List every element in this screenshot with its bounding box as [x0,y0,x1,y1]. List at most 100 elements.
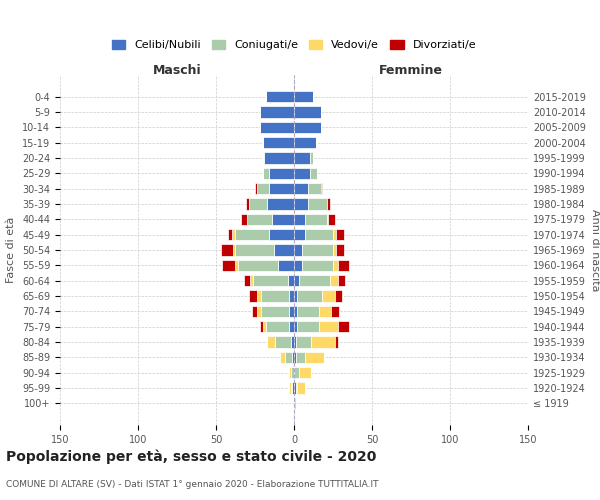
Bar [274,244,294,256]
Bar [269,229,294,240]
Bar [222,260,235,271]
Bar [330,275,338,286]
Bar [319,321,338,332]
Bar [249,198,268,209]
Bar [299,275,330,286]
Bar [327,198,330,209]
Bar [327,214,328,225]
Bar [294,152,310,164]
Bar [257,183,269,194]
Bar [294,229,305,240]
Bar [289,306,294,317]
Bar [319,306,331,317]
Text: COMUNE DI ALTARE (SV) - Dati ISTAT 1° gennaio 2020 - Elaborazione TUTTITALIA.IT: COMUNE DI ALTARE (SV) - Dati ISTAT 1° ge… [6,480,379,489]
Bar [260,122,294,133]
Bar [260,321,263,332]
Bar [294,275,299,286]
Bar [244,275,250,286]
Bar [336,229,344,240]
Bar [335,336,338,348]
Bar [296,336,311,348]
Bar [261,306,289,317]
Bar [338,260,349,271]
Bar [333,229,336,240]
Bar [308,198,327,209]
Bar [297,382,305,394]
Bar [245,198,249,209]
Text: Femmine: Femmine [379,64,443,76]
Bar [296,382,297,394]
Bar [266,321,289,332]
Bar [257,306,261,317]
Bar [265,152,294,164]
Text: Maschi: Maschi [152,64,202,76]
Bar [252,306,257,317]
Bar [263,321,266,332]
Bar [268,198,294,209]
Bar [294,321,297,332]
Bar [333,260,338,271]
Bar [291,367,294,378]
Bar [294,306,297,317]
Bar [260,106,294,118]
Bar [294,260,302,271]
Bar [289,321,294,332]
Bar [229,229,232,240]
Bar [278,260,294,271]
Bar [302,260,333,271]
Bar [302,244,333,256]
Bar [221,244,233,256]
Bar [296,352,305,363]
Bar [257,290,261,302]
Bar [233,244,235,256]
Bar [261,290,289,302]
Bar [311,336,335,348]
Bar [250,275,253,286]
Bar [294,290,297,302]
Bar [249,290,257,302]
Bar [289,367,291,378]
Bar [294,398,296,409]
Bar [305,352,323,363]
Bar [294,91,313,102]
Bar [294,336,296,348]
Bar [294,106,320,118]
Bar [294,198,308,209]
Bar [289,290,294,302]
Bar [294,382,296,394]
Bar [294,168,310,179]
Bar [263,168,269,179]
Bar [310,152,313,164]
Bar [336,244,344,256]
Bar [328,214,335,225]
Bar [253,275,288,286]
Legend: Celibi/Nubili, Coniugati/e, Vedovi/e, Divorziati/e: Celibi/Nubili, Coniugati/e, Vedovi/e, Di… [107,35,481,54]
Y-axis label: Anni di nascita: Anni di nascita [590,209,599,291]
Bar [297,306,319,317]
Bar [310,168,317,179]
Bar [269,183,294,194]
Bar [299,367,311,378]
Bar [292,352,294,363]
Bar [294,183,308,194]
Bar [294,214,305,225]
Bar [297,290,322,302]
Bar [289,382,291,394]
Bar [284,352,292,363]
Bar [241,214,247,225]
Bar [266,91,294,102]
Bar [322,290,335,302]
Text: Popolazione per età, sesso e stato civile - 2020: Popolazione per età, sesso e stato civil… [6,450,376,464]
Bar [333,244,336,256]
Bar [335,290,343,302]
Bar [291,336,294,348]
Bar [280,352,284,363]
Bar [235,260,238,271]
Bar [275,336,291,348]
Bar [235,229,269,240]
Bar [308,183,320,194]
Bar [294,122,320,133]
Bar [263,152,265,164]
Bar [272,214,294,225]
Bar [269,168,294,179]
